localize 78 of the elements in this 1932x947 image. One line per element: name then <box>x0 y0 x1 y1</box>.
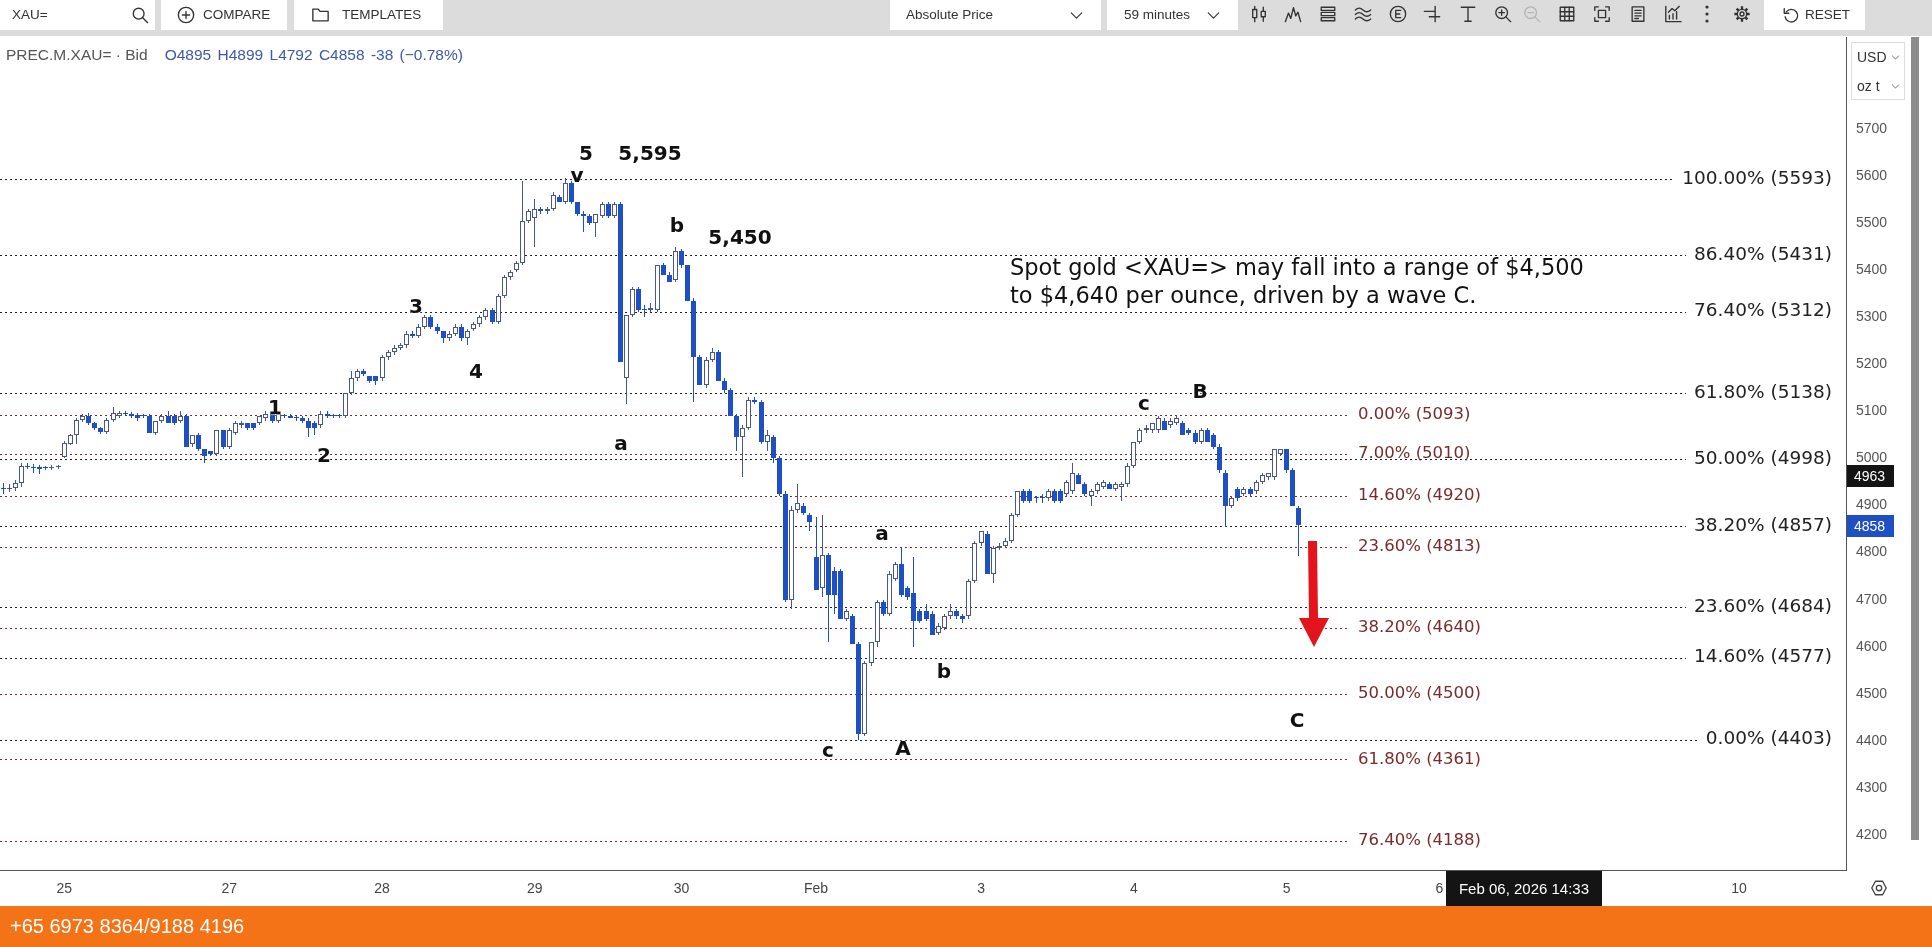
text: 59 minutes <box>1124 6 1191 24</box>
annotation: 1 <box>268 395 282 419</box>
text: XAU= <box>12 6 48 24</box>
text: COMPARE <box>203 6 271 24</box>
text: O4895 H4899 L4792 C4858 -38 (−0.78%) <box>164 46 463 64</box>
y-tick-label: 5400 <box>1856 260 1888 277</box>
annotation: C <box>1289 708 1305 732</box>
annotation: 4 <box>469 359 483 383</box>
x-tick-label: 29 <box>527 880 543 897</box>
ref-line-label: 61.80% (5138) <box>1694 381 1832 403</box>
y-tick-label: 4300 <box>1856 778 1888 795</box>
ref-line-label: 38.20% (4640) <box>1358 617 1482 637</box>
y-tick-label: 4700 <box>1856 590 1888 607</box>
ref-line-label: 50.00% (4998) <box>1694 447 1832 469</box>
ref-line-label: 14.60% (4577) <box>1694 645 1832 667</box>
annotation: c <box>1138 391 1150 415</box>
y-tick-label: 4900 <box>1856 496 1888 513</box>
x-tick-label: 28 <box>374 880 391 897</box>
ref-line-label: 76.40% (4188) <box>1358 830 1482 850</box>
text: PREC.M.XAU= · Bid <box>6 46 148 64</box>
text: oz t <box>1857 77 1880 96</box>
ref-line-label: 100.00% (5593) <box>1682 167 1832 189</box>
ref-line-label: 86.40% (5431) <box>1694 243 1832 265</box>
annotation: b <box>669 213 685 237</box>
y-tick-label: 4800 <box>1856 543 1888 560</box>
text: RESET <box>1805 6 1851 24</box>
ref-line-label: 0.00% (4403) <box>1705 727 1832 749</box>
ref-line-label: 7.00% (5010) <box>1358 443 1471 463</box>
annotation: 5,450 <box>708 225 772 249</box>
y-tick-label: 5600 <box>1856 166 1888 183</box>
ref-line-label: 14.60% (4920) <box>1358 485 1482 505</box>
y-tick-label: 4500 <box>1856 684 1888 701</box>
y-tick-label: 4400 <box>1856 731 1888 748</box>
annotation: b <box>936 659 952 683</box>
text: 4963 <box>1854 467 1886 486</box>
x-tick-label: 6 <box>1435 880 1444 897</box>
x-tick-label: 30 <box>673 880 690 897</box>
annotation: v <box>570 163 584 187</box>
y-tick-label: 4200 <box>1856 826 1888 843</box>
y-tick-label: 5500 <box>1856 213 1888 230</box>
x-tick-label: 10 <box>1731 880 1748 897</box>
x-tick-label: 5 <box>1282 880 1291 897</box>
ref-line-label: 23.60% (4813) <box>1358 535 1482 555</box>
x-tick-label: Feb <box>803 880 829 897</box>
ref-line-label: 38.20% (4857) <box>1694 513 1832 535</box>
text: Absolute Price <box>906 6 994 24</box>
ref-line-label: 76.40% (5312) <box>1694 299 1832 321</box>
y-tick-label: 4600 <box>1856 637 1888 654</box>
annotation: B <box>1192 379 1208 403</box>
annotation: Spot gold <XAU=> may fall into a range of $4,500 to $4,640 per ounce, driven by a wave C. <box>1010 253 1585 309</box>
text: Feb 06, 2026 14:33 <box>1458 879 1590 899</box>
y-tick-label: 5100 <box>1856 402 1888 419</box>
annotation: A <box>895 736 911 760</box>
text: 4858 <box>1854 517 1886 536</box>
text: TEMPLATES <box>342 6 422 24</box>
y-tick-label: 5000 <box>1856 449 1888 466</box>
text: +65 6973 8364/9188 4196 <box>10 914 245 939</box>
ref-line-label: 0.00% (5093) <box>1358 403 1471 423</box>
candlestick <box>1 483 6 494</box>
x-tick-label: 25 <box>56 880 73 897</box>
annotation: 3 <box>409 294 423 318</box>
x-tick-label: 27 <box>221 880 238 897</box>
annotation: c <box>822 738 834 762</box>
candlestick <box>581 211 586 232</box>
text: USD <box>1857 48 1887 67</box>
y-tick-label: 5200 <box>1856 355 1888 372</box>
ref-line-label: 50.00% (4500) <box>1358 683 1482 703</box>
y-tick-label: 5300 <box>1856 308 1888 325</box>
y-tick-label: 5700 <box>1856 119 1888 136</box>
annotation: a <box>875 521 889 545</box>
annotation: 2 <box>317 443 331 467</box>
x-tick-label: 3 <box>977 880 986 897</box>
annotation: 5 <box>579 141 593 165</box>
ref-line-label: 23.60% (4684) <box>1694 595 1832 617</box>
ref-line-label: 61.80% (4361) <box>1358 748 1482 768</box>
annotation: a <box>614 431 628 455</box>
x-tick-label: 4 <box>1129 880 1138 897</box>
annotation: 5,595 <box>618 141 682 165</box>
